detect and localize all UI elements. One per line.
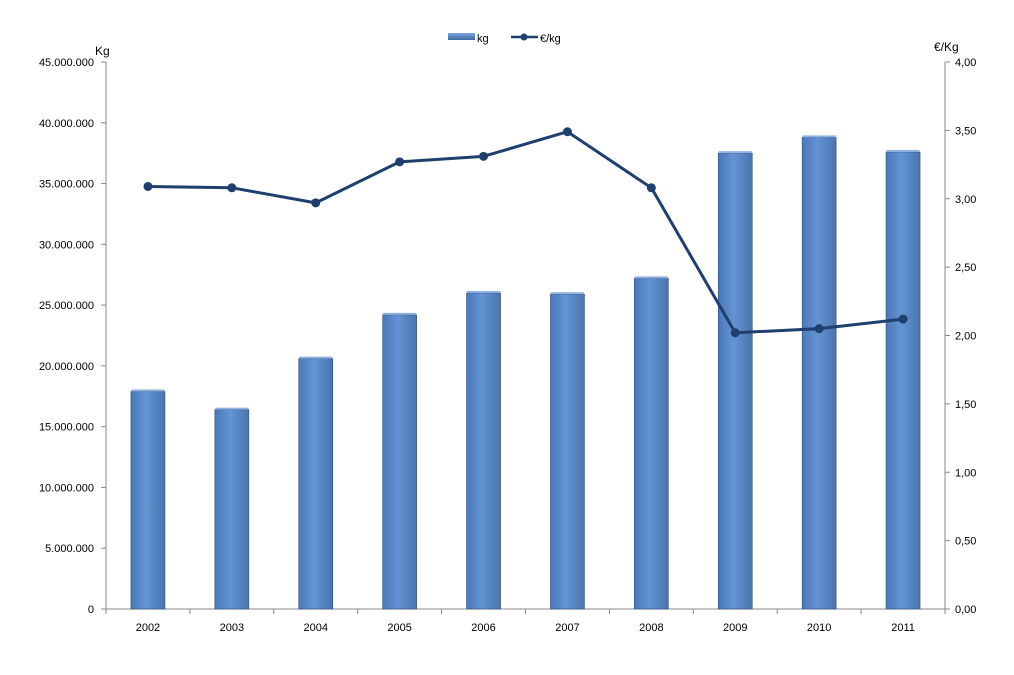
x-tick-label: 2009 [723, 622, 747, 634]
right-tick-label: 4,00 [955, 57, 976, 69]
bar-2008 [634, 278, 669, 610]
bar-top-highlight [299, 356, 333, 359]
left-axis-ticks: 0 5.000.000 10.000.000 15.000.000 20.000.000… [39, 57, 106, 616]
bar-top-highlight [802, 135, 836, 138]
x-tick-label: 2006 [471, 622, 495, 634]
right-tick-label: 0,00 [955, 604, 976, 616]
eur-kg-point-2005 [395, 157, 405, 167]
eur-kg-point-2008 [646, 183, 656, 193]
x-tick-label: 2008 [639, 622, 663, 634]
right-tick-label: 2,50 [955, 262, 976, 274]
legend-swatch-marker [520, 33, 528, 41]
bar-2007 [550, 293, 585, 610]
bar-top-highlight [383, 312, 417, 315]
bar-2002 [130, 391, 166, 610]
x-tick-label: 2002 [136, 622, 160, 634]
bar-2010 [801, 137, 837, 610]
x-tick-label: 2003 [220, 622, 244, 634]
left-tick-label: 10.000.000 [39, 482, 94, 494]
left-tick-label: 20.000.000 [39, 361, 94, 373]
y-axis-title-right: €/Kg [934, 40, 959, 54]
bar-2005 [382, 314, 417, 610]
left-tick-label: 35.000.000 [39, 179, 94, 191]
bar-top-highlight [886, 149, 920, 152]
bar-2011 [885, 151, 921, 610]
eur-kg-point-2007 [562, 127, 572, 137]
bar-series-kg [130, 135, 921, 610]
x-tick-label: 2011 [891, 622, 915, 634]
bar-top-highlight [718, 151, 752, 154]
eur-kg-line [147, 130, 904, 335]
left-tick-label: 45.000.000 [39, 57, 94, 69]
right-tick-label: 2,00 [955, 331, 976, 343]
eur-kg-point-2006 [479, 151, 489, 161]
left-tick-label: 40.000.000 [39, 118, 94, 130]
eur-kg-point-2002 [143, 181, 153, 191]
left-tick-label: 15.000.000 [39, 422, 94, 434]
x-tick-label: 2004 [304, 622, 328, 634]
eur-kg-point-2010 [814, 324, 824, 334]
bar-top-highlight [550, 292, 584, 295]
legend-label-eur-kg: €/kg [540, 33, 561, 45]
right-tick-label: 0,50 [955, 536, 976, 548]
eur-kg-point-2011 [898, 314, 908, 324]
bar-2009 [717, 152, 753, 610]
bar-top-highlight [131, 389, 165, 392]
right-axis-ticks: 0,00 0,50 1,00 1,50 2,00 2,50 3,00 3,50 4,00 [945, 57, 976, 616]
right-tick-label: 1,50 [955, 399, 976, 411]
legend-swatch-kg [448, 33, 475, 40]
x-tick-label: 2007 [555, 622, 579, 634]
right-tick-label: 1,00 [955, 467, 976, 479]
bar-2004 [298, 358, 334, 610]
right-tick-label: 3,50 [955, 125, 976, 137]
bar-top-highlight [215, 407, 249, 410]
y-axis-title-left: Kg [95, 44, 110, 58]
eur-kg-point-2004 [311, 198, 321, 208]
bar-top-highlight [467, 290, 501, 293]
right-tick-label: 3,00 [955, 194, 976, 206]
left-tick-label: 25.000.000 [39, 300, 94, 312]
left-tick-label: 5.000.000 [45, 543, 94, 555]
line-series-eur-kg [143, 127, 908, 338]
legend: kg €/kg [448, 33, 561, 45]
bar-top-highlight [634, 276, 668, 279]
x-tick-label: 2005 [387, 622, 411, 634]
x-axis-tick-labels: 2002 2003 2004 2005 2006 2007 2008 2009 2010 2011 [105, 609, 946, 634]
eur-kg-point-2009 [730, 328, 740, 338]
bar-2003 [214, 409, 250, 610]
left-tick-label: 30.000.000 [39, 239, 94, 251]
left-tick-label: 0 [88, 604, 94, 616]
legend-label-kg: kg [477, 33, 489, 45]
bar-2006 [466, 292, 501, 610]
x-tick-label: 2010 [807, 622, 831, 634]
eur-kg-point-2003 [227, 183, 237, 193]
